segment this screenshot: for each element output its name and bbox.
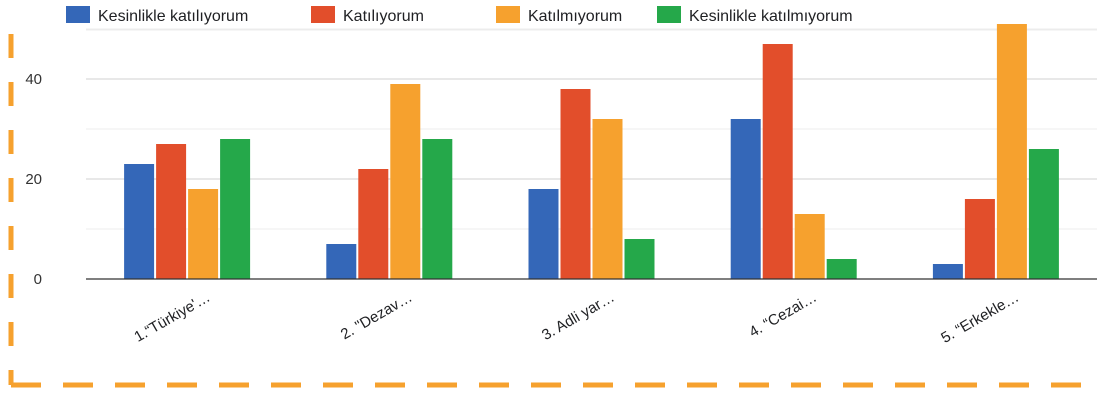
legend-label: Katılmıyorum xyxy=(528,8,622,25)
x-tick-label: 1.“Türkiye'… xyxy=(131,289,213,346)
bar xyxy=(624,239,655,279)
bar xyxy=(220,139,251,279)
legend-swatch xyxy=(311,6,335,23)
y-tick-label: 20 xyxy=(25,171,42,188)
legend-label: Kesinlikle katılıyorum xyxy=(98,8,248,25)
legend-swatch xyxy=(657,6,681,23)
x-tick-label: 4. “Cezai… xyxy=(746,289,819,341)
chart-bars xyxy=(124,24,1059,279)
bar xyxy=(932,264,963,279)
y-axis: 0 20 40 xyxy=(25,71,42,288)
bar xyxy=(358,169,389,279)
bar xyxy=(124,164,155,279)
bar xyxy=(422,139,453,279)
bar xyxy=(826,259,857,279)
dashed-frame xyxy=(8,34,1097,388)
x-tick-label: 3. Adli yar… xyxy=(539,289,618,344)
legend-label: Katılıyorum xyxy=(343,8,424,25)
bar xyxy=(964,199,995,279)
bar xyxy=(326,244,357,279)
bar xyxy=(592,119,623,279)
x-tick-label: 5. “Erkekle… xyxy=(938,289,1022,347)
legend-swatch xyxy=(496,6,520,23)
legend-swatch xyxy=(66,6,90,23)
legend-label: Kesinlikle katılmıyorum xyxy=(689,8,853,25)
bar xyxy=(390,84,421,279)
x-axis: 1.“Türkiye'… 2. "Dezav… 3. Adli yar… 4. “Ce… xyxy=(86,278,1097,347)
y-tick-label: 40 xyxy=(25,71,42,88)
bar xyxy=(996,24,1027,279)
bar xyxy=(1028,149,1059,279)
bar xyxy=(188,189,219,279)
chart-legend: Kesinlikle katılıyorum Katılıyorum Katılmı… xyxy=(66,6,853,25)
chart-grid xyxy=(86,28,1097,230)
y-tick-label: 0 xyxy=(34,271,42,288)
bar xyxy=(156,144,187,279)
bar xyxy=(794,214,825,279)
x-tick-label: 2. "Dezav… xyxy=(338,289,415,343)
bar xyxy=(730,119,761,279)
bar xyxy=(528,189,559,279)
bar xyxy=(762,44,793,279)
bar xyxy=(560,89,591,279)
